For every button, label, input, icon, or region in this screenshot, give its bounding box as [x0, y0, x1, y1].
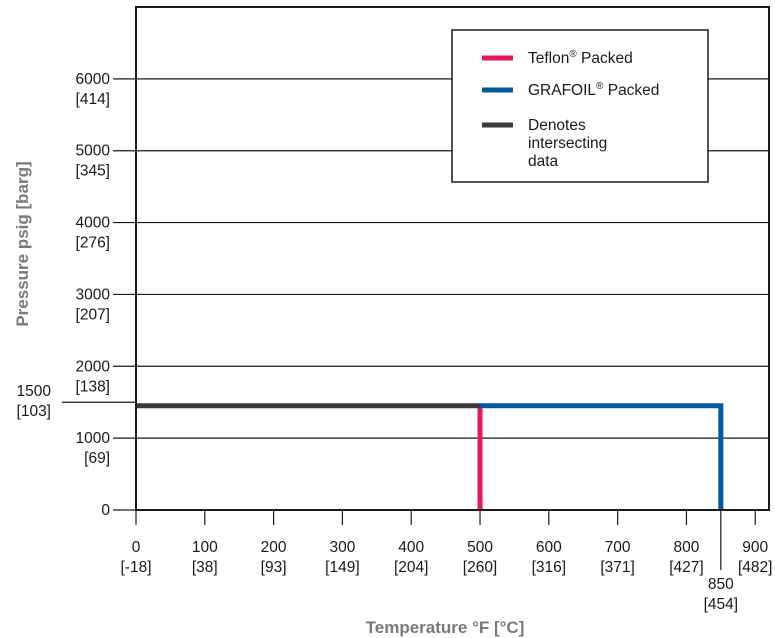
legend-label: GRAFOIL® Packed: [528, 81, 659, 99]
legend-label-line: data: [528, 153, 559, 170]
x-tick-sublabel: [427]: [669, 559, 703, 576]
x-axis-ticks: 0 [-18] 100 [38] 200 [93] 300 [149] 400 [204] 500 […: [120, 510, 772, 613]
x-tick-label: 700: [605, 539, 631, 556]
x-tick-sublabel: [371]: [600, 559, 634, 576]
y-tick-sublabel: [414]: [76, 91, 110, 108]
x-tick-sublabel: [38]: [192, 559, 218, 576]
x-tick-sublabel: [93]: [261, 559, 287, 576]
series-line-2: [480, 403, 724, 510]
x-tick-label: 500: [467, 539, 493, 556]
legend-label: Teflon® Packed: [528, 49, 633, 67]
x-tick-sublabel: [260]: [463, 559, 497, 576]
x-tick-label: 800: [673, 539, 699, 556]
y-tick-label: 2000: [76, 358, 111, 375]
x-tick-label: 300: [329, 539, 355, 556]
y-tick-label: 5000: [76, 143, 111, 160]
legend: Teflon® Packed GRAFOIL® Packed Denotesinte…: [451, 29, 709, 183]
y-tick-sublabel: [69]: [84, 450, 110, 467]
y-axis-ticks: 0 1000 [69] 2000 [138] 3000 [207] 4000 [276] 5000…: [17, 71, 111, 519]
legend-label-line: intersecting: [528, 135, 607, 152]
legend-label: Denotes: [528, 117, 586, 134]
y-tick-sublabel: [345]: [76, 163, 110, 180]
y-tick-sublabel: [138]: [76, 378, 110, 395]
legend-box: [451, 29, 709, 183]
x-tick-sublabel: [454]: [704, 596, 738, 613]
x-tick-sublabel: [149]: [325, 559, 359, 576]
x-tick-label: 400: [398, 539, 424, 556]
y-tick-sublabel: [103]: [17, 403, 51, 420]
x-tick-sublabel: [316]: [532, 559, 566, 576]
x-tick-label: 900: [742, 539, 768, 556]
y-tick-label: 3000: [76, 286, 111, 303]
y-tick-sublabel: [207]: [76, 306, 110, 323]
x-tick-sublabel: [482]: [738, 559, 772, 576]
x-tick-label: 200: [261, 539, 287, 556]
y-tick-label: 1500: [17, 383, 52, 400]
y-tick-sublabel: [276]: [76, 235, 110, 252]
y-tick-label: 4000: [76, 215, 111, 232]
x-tick-label: 100: [192, 539, 218, 556]
y-tick-label: 1000: [76, 430, 111, 447]
x-tick-sublabel: [-18]: [120, 559, 151, 576]
x-tick-label: 0: [132, 539, 141, 556]
x-tick-label: 600: [536, 539, 562, 556]
y-axis-title: Pressure psig [barg]: [13, 161, 32, 326]
x-tick-label: 850: [708, 576, 734, 593]
x-axis-title: Temperature °F [°C]: [366, 618, 525, 637]
x-tick-sublabel: [204]: [394, 559, 428, 576]
series-lines: [136, 403, 724, 510]
y-tick-label: 6000: [76, 71, 111, 88]
grid-lines: [62, 78, 769, 511]
plot-frame: [135, 6, 770, 511]
y-tick-label: 0: [101, 502, 110, 519]
